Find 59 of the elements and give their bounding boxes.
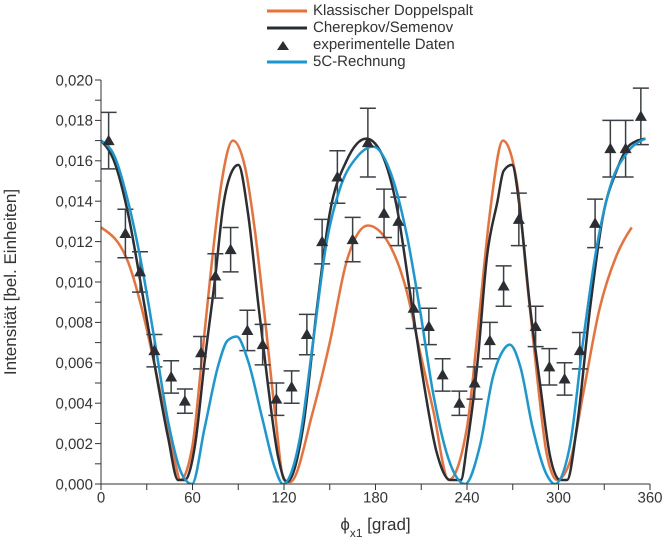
point xyxy=(484,334,496,346)
y-tick-label: 0,006 xyxy=(55,355,93,372)
legend-label: experimentelle Daten xyxy=(313,36,455,53)
point xyxy=(362,136,374,148)
x-axis-title: ϕ$_{x1}$ [grad] xyxy=(340,515,411,540)
y-tick-label: 0,000 xyxy=(55,476,93,494)
y-tick-label: 0,010 xyxy=(55,274,93,292)
legend-label: Cherepkov/Semenov xyxy=(313,19,454,36)
point xyxy=(589,217,602,228)
x-tick-label: 60 xyxy=(184,490,201,507)
y-tick-label: 0,018 xyxy=(55,112,93,130)
point xyxy=(498,280,510,291)
point xyxy=(178,395,191,406)
point xyxy=(224,244,237,254)
point xyxy=(209,270,222,280)
point xyxy=(392,215,404,226)
y-tick-label: 0,020 xyxy=(55,72,93,90)
x-tick-label: 360 xyxy=(637,490,663,507)
point xyxy=(331,170,344,182)
legend-label: 5C-Rechnung xyxy=(313,53,406,70)
y-tick-label: 0,004 xyxy=(55,396,93,413)
point xyxy=(512,213,525,224)
y-tick-label: 0,002 xyxy=(55,436,93,453)
x-tick-label: 300 xyxy=(546,490,572,507)
point xyxy=(256,338,269,350)
point xyxy=(102,134,115,146)
point xyxy=(286,381,298,392)
y-tick-label: 0,014 xyxy=(55,194,93,211)
point xyxy=(634,110,647,121)
point xyxy=(558,372,571,384)
point xyxy=(300,328,313,340)
point xyxy=(316,236,328,246)
point xyxy=(148,344,160,356)
y-tick-label: 0,012 xyxy=(55,234,93,251)
y-tick-label: 0,008 xyxy=(55,314,93,332)
x-tick-label: 0 xyxy=(96,490,106,507)
point xyxy=(436,368,449,380)
legend-label: Klassischer Doppelspalt xyxy=(313,2,474,19)
x-tick-label: 180 xyxy=(362,490,388,507)
x-tick-label: 120 xyxy=(271,490,297,507)
point xyxy=(241,324,254,335)
point xyxy=(134,266,146,276)
point xyxy=(378,207,390,218)
point xyxy=(119,228,132,238)
point xyxy=(453,397,466,408)
y-axis-title: Intensität [bel. Einheiten] xyxy=(1,188,20,376)
x-tick-label: 240 xyxy=(454,490,480,507)
point xyxy=(165,370,178,382)
point xyxy=(543,360,556,372)
point xyxy=(604,142,616,154)
point xyxy=(422,320,435,331)
point xyxy=(620,142,632,154)
point xyxy=(408,302,420,313)
point xyxy=(195,346,208,358)
point xyxy=(530,320,542,331)
y-tick-label: 0,016 xyxy=(55,153,93,170)
point xyxy=(468,377,481,388)
point xyxy=(270,393,282,404)
point xyxy=(346,234,359,244)
